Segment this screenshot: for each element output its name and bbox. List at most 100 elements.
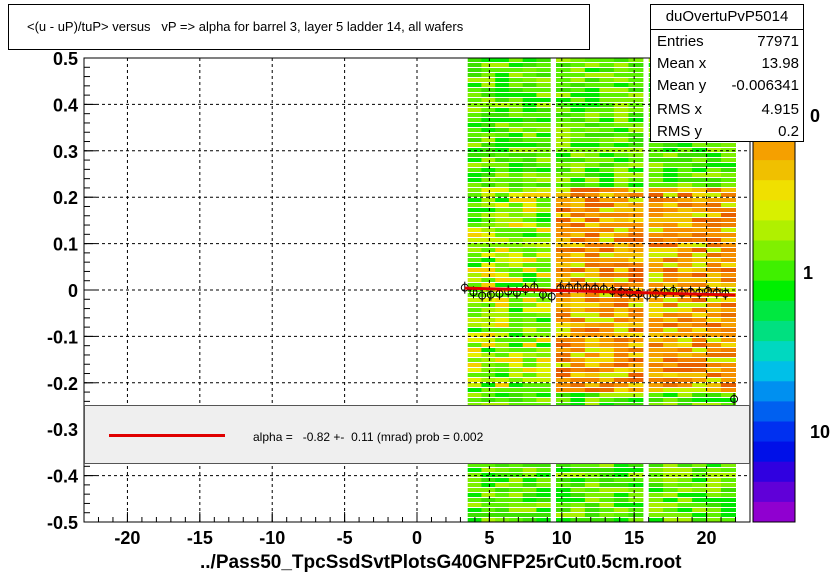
heat-cell xyxy=(648,163,664,167)
heat-cell xyxy=(508,498,524,502)
heat-cell xyxy=(628,398,644,402)
heat-cell xyxy=(663,388,679,392)
heat-cell xyxy=(677,373,693,377)
heat-cell xyxy=(692,263,708,267)
heat-cell xyxy=(677,308,693,312)
heat-cell xyxy=(648,393,664,397)
heat-cell xyxy=(522,393,537,397)
heat-cell xyxy=(677,243,693,247)
heat-cell xyxy=(613,328,629,332)
heat-cell xyxy=(556,313,571,317)
heat-cell xyxy=(467,93,482,97)
heat-cell xyxy=(628,198,644,202)
heat-cell xyxy=(692,488,708,492)
colorbar-segment xyxy=(753,300,795,322)
heat-cell xyxy=(495,488,510,492)
heat-cell xyxy=(536,168,551,172)
heat-cell xyxy=(522,233,537,237)
heat-cell xyxy=(536,148,551,152)
heat-cell xyxy=(584,68,600,72)
heat-cell xyxy=(677,508,693,512)
heat-cell xyxy=(663,268,679,272)
heat-cell xyxy=(721,298,736,302)
heat-cell xyxy=(628,328,644,332)
heat-cell xyxy=(570,248,586,252)
heat-cell xyxy=(677,468,693,472)
heat-cell xyxy=(648,193,664,197)
heat-cell xyxy=(663,163,679,167)
fit-legend: alpha = -0.82 +- 0.11 (mrad) prob = 0.00… xyxy=(84,405,750,464)
heat-cell xyxy=(628,78,644,82)
heat-cell xyxy=(706,273,722,277)
heat-cell xyxy=(570,73,586,77)
heat-cell xyxy=(495,233,510,237)
y-tick-label: -0.2 xyxy=(47,374,78,394)
heat-cell xyxy=(508,218,524,222)
heat-cell xyxy=(599,233,615,237)
profile-point xyxy=(486,290,495,299)
heat-cell xyxy=(721,388,736,392)
heat-cell xyxy=(599,88,615,92)
heat-cell xyxy=(570,398,586,402)
heat-cell xyxy=(628,503,644,507)
heat-cell xyxy=(481,298,496,302)
heat-cell xyxy=(536,218,551,222)
heat-cell xyxy=(663,293,679,297)
heat-cell xyxy=(706,498,722,502)
heat-cell xyxy=(584,203,600,207)
heat-cell xyxy=(508,128,524,132)
heat-cell xyxy=(495,308,510,312)
heat-cell xyxy=(570,358,586,362)
heat-cell xyxy=(613,153,629,157)
heat-cell xyxy=(613,128,629,132)
heat-cell xyxy=(556,503,571,507)
heat-cell xyxy=(599,208,615,212)
heat-cell xyxy=(467,118,482,122)
heat-cell xyxy=(481,223,496,227)
heat-cell xyxy=(628,138,644,142)
heat-cell xyxy=(599,258,615,262)
heat-cell xyxy=(721,163,736,167)
heat-cell xyxy=(584,323,600,327)
heat-cell xyxy=(663,323,679,327)
heat-cell xyxy=(522,473,537,477)
stats-row-mean-x: Mean x 13.98 xyxy=(657,53,799,75)
heat-cell xyxy=(556,193,571,197)
heat-cell xyxy=(481,258,496,262)
heat-cell xyxy=(628,68,644,72)
heat-cell xyxy=(721,468,736,472)
heat-cell xyxy=(467,378,482,382)
heat-cell xyxy=(599,488,615,492)
heat-cell xyxy=(663,263,679,267)
heat-cell xyxy=(481,123,496,127)
heat-cell xyxy=(556,73,571,77)
plot-title-box: <(u - uP)/tuP> versus vP => alpha for ba… xyxy=(8,4,590,50)
heat-cell xyxy=(508,323,524,327)
heat-cell xyxy=(467,258,482,262)
heat-cell xyxy=(508,63,524,67)
heat-cell xyxy=(467,383,482,387)
heat-cell xyxy=(613,493,629,497)
heat-cell xyxy=(508,263,524,267)
heat-cell xyxy=(584,398,600,402)
heat-cell xyxy=(663,368,679,372)
heat-cell xyxy=(495,283,510,287)
heat-cell xyxy=(721,378,736,382)
heat-cell xyxy=(570,278,586,282)
stats-label: RMS x xyxy=(657,101,702,118)
heat-cell xyxy=(570,518,586,522)
heat-cell xyxy=(467,148,482,152)
heat-cell xyxy=(706,158,722,162)
heat-cell xyxy=(495,118,510,122)
heat-cell xyxy=(570,368,586,372)
heat-cell xyxy=(613,188,629,192)
colorbar-segment xyxy=(753,441,795,463)
heat-cell xyxy=(613,68,629,72)
heat-cell xyxy=(628,148,644,152)
heat-cell xyxy=(584,118,600,122)
heat-cell xyxy=(495,73,510,77)
heat-cell xyxy=(467,183,482,187)
heat-cell xyxy=(648,308,664,312)
heat-cell xyxy=(721,248,736,252)
heat-cell xyxy=(570,178,586,182)
